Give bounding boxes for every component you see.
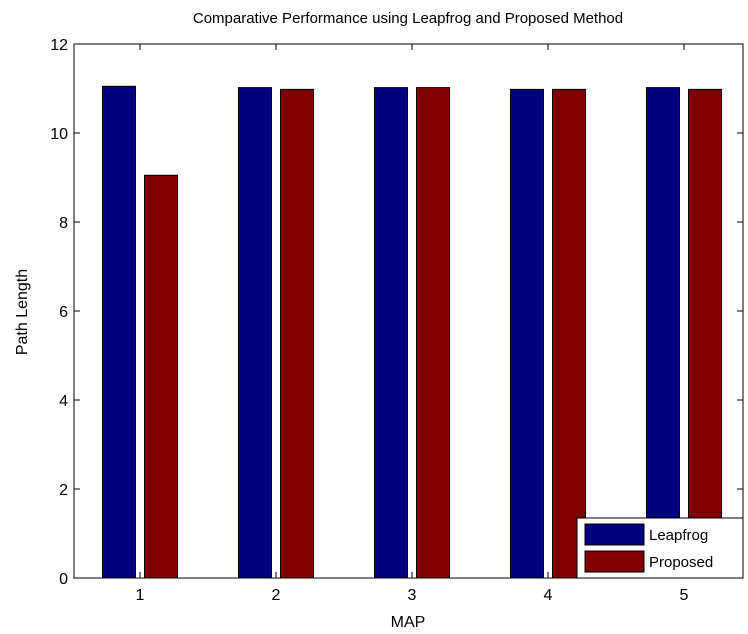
bar-leapfrog-map-4 bbox=[510, 88, 544, 579]
chart-title: Comparative Performance using Leapfrog a… bbox=[193, 10, 623, 27]
bar-proposed-map-3 bbox=[416, 87, 450, 579]
legend-swatch-leapfrog bbox=[584, 523, 645, 546]
y-tick-label: 2 bbox=[59, 482, 68, 499]
y-tick-label: 6 bbox=[59, 304, 68, 321]
x-tick-label: 2 bbox=[272, 587, 281, 604]
bar-proposed-map-4 bbox=[552, 88, 586, 579]
x-tick-label: 4 bbox=[544, 587, 553, 604]
bar-leapfrog-map-1 bbox=[102, 85, 136, 579]
y-tick-label: 10 bbox=[50, 126, 68, 143]
x-axis-label: MAP bbox=[391, 614, 426, 631]
y-tick-label: 12 bbox=[50, 37, 68, 54]
y-tick-label: 4 bbox=[59, 393, 68, 410]
bar-leapfrog-map-3 bbox=[374, 87, 408, 579]
bar-proposed-map-2 bbox=[280, 88, 314, 579]
y-axis-label: Path Length bbox=[14, 269, 31, 355]
legend-swatch-proposed bbox=[584, 550, 645, 573]
bar-leapfrog-map-5 bbox=[646, 87, 680, 579]
legend-label-leapfrog: Leapfrog bbox=[649, 527, 708, 544]
y-tick-label: 0 bbox=[59, 571, 68, 588]
legend-label-proposed: Proposed bbox=[649, 554, 713, 571]
x-tick-label: 5 bbox=[680, 587, 689, 604]
x-tick-label: 1 bbox=[136, 587, 145, 604]
legend: Leapfrog Proposed bbox=[576, 517, 744, 579]
y-tick-label: 8 bbox=[59, 215, 68, 232]
bar-proposed-map-5 bbox=[688, 88, 722, 579]
bar-leapfrog-map-2 bbox=[238, 87, 272, 579]
bar-proposed-map-1 bbox=[144, 174, 178, 579]
x-tick-label: 3 bbox=[408, 587, 417, 604]
